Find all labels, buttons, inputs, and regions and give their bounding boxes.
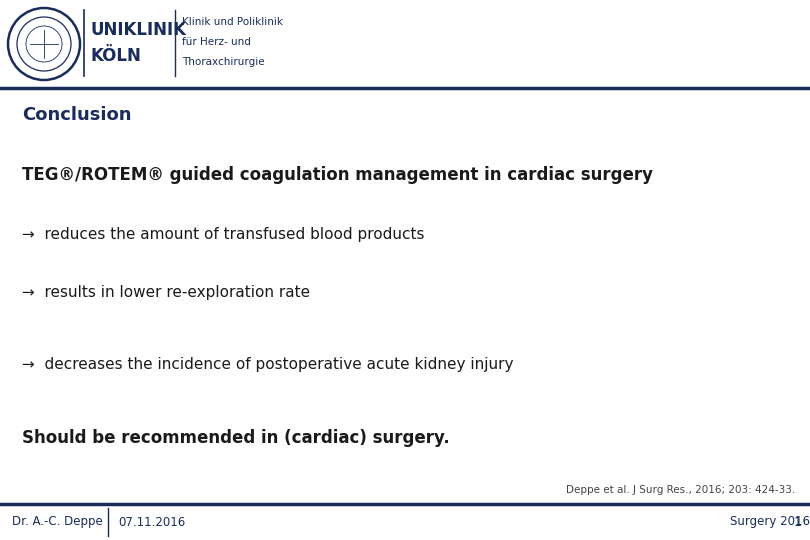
Text: Surgery 2016. Alicante - Spain: Surgery 2016. Alicante - Spain (730, 516, 810, 529)
Text: für Herz- und: für Herz- und (182, 37, 251, 47)
Text: KÖLN: KÖLN (90, 47, 141, 65)
Text: Should be recommended in (cardiac) surgery.: Should be recommended in (cardiac) surge… (22, 429, 450, 447)
Text: →  decreases the incidence of postoperative acute kidney injury: → decreases the incidence of postoperati… (22, 357, 514, 373)
Text: UNIKLINIK: UNIKLINIK (90, 21, 186, 39)
Text: 1: 1 (794, 516, 802, 529)
Text: Deppe et al. J Surg Res., 2016; 203: 424-33.: Deppe et al. J Surg Res., 2016; 203: 424… (565, 485, 795, 495)
Text: →  reduces the amount of transfused blood products: → reduces the amount of transfused blood… (22, 227, 424, 242)
Text: Conclusion: Conclusion (22, 106, 131, 124)
Text: Thoraxchirurgie: Thoraxchirurgie (182, 57, 265, 67)
Text: TEG®/ROTEM® guided coagulation management in cardiac surgery: TEG®/ROTEM® guided coagulation managemen… (22, 166, 653, 184)
Text: Dr. A.-C. Deppe: Dr. A.-C. Deppe (12, 516, 103, 529)
Text: 07.11.2016: 07.11.2016 (118, 516, 185, 529)
Text: Klinik und Poliklinik: Klinik und Poliklinik (182, 17, 283, 27)
Text: →  results in lower re-exploration rate: → results in lower re-exploration rate (22, 286, 310, 300)
